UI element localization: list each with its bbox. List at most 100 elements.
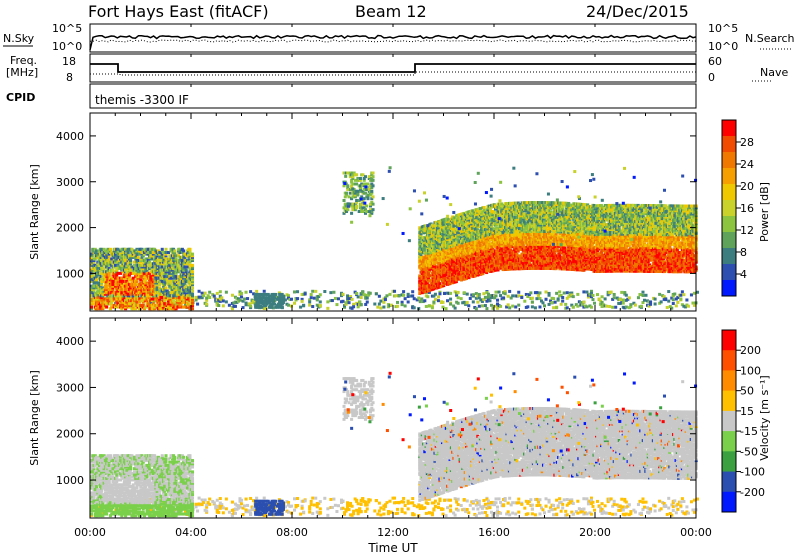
power-cell xyxy=(170,276,174,280)
power-cell xyxy=(151,302,155,306)
power-cell xyxy=(260,297,264,301)
power-cell xyxy=(486,228,490,232)
power-cell xyxy=(221,299,225,303)
power-cell xyxy=(350,211,354,215)
power-cell xyxy=(167,302,171,306)
power-cell xyxy=(641,290,645,294)
power-cell xyxy=(514,262,518,266)
power-cell xyxy=(674,304,678,308)
power-cell xyxy=(191,286,195,290)
power-cell xyxy=(126,292,130,296)
power-cell xyxy=(96,267,100,271)
power-cell xyxy=(249,290,253,294)
power-cell xyxy=(127,270,131,274)
power-cell xyxy=(509,214,513,218)
power-cell xyxy=(230,293,234,297)
power-cell xyxy=(504,240,508,244)
power-cell xyxy=(187,287,191,291)
power-cell xyxy=(197,289,201,293)
power-cell xyxy=(452,304,456,308)
power-cell xyxy=(165,275,169,279)
power-cell xyxy=(146,252,150,256)
power-cell xyxy=(146,302,150,306)
power-cell xyxy=(351,175,355,179)
power-cell xyxy=(206,294,210,298)
power-cell xyxy=(492,227,496,231)
power-cell xyxy=(490,235,494,239)
power-cell xyxy=(289,297,294,301)
power-cell xyxy=(177,263,181,267)
power-cell xyxy=(105,287,109,291)
power-cell xyxy=(538,291,542,295)
power-cell xyxy=(512,220,516,224)
power-cell xyxy=(476,300,480,304)
power-cell xyxy=(500,218,504,222)
power-cell xyxy=(98,271,102,275)
power-cell xyxy=(505,243,509,247)
power-cell xyxy=(614,305,618,309)
power-cell xyxy=(135,279,139,283)
power-cell xyxy=(112,297,116,301)
power-cell xyxy=(478,245,482,249)
power-cell xyxy=(494,294,498,298)
power-cell xyxy=(191,270,195,274)
power-cell xyxy=(507,243,511,247)
power-cell xyxy=(494,207,498,211)
power-cell xyxy=(154,295,158,299)
power-cell xyxy=(343,195,347,199)
power-cell xyxy=(653,297,657,301)
power-cell xyxy=(163,292,167,296)
power-cell xyxy=(111,286,115,290)
power-cell xyxy=(361,210,365,213)
power-cell xyxy=(565,296,569,300)
power-cell xyxy=(508,289,512,293)
power-cell xyxy=(244,303,248,307)
power-cell xyxy=(131,278,135,282)
power-cell xyxy=(101,268,105,272)
power-cell xyxy=(403,297,407,301)
power-cell xyxy=(437,252,441,256)
power-cell xyxy=(382,305,386,309)
power-cell xyxy=(370,186,374,190)
power-cell xyxy=(492,296,497,300)
power-cell xyxy=(505,219,509,223)
power-cell xyxy=(173,251,177,255)
power-cell xyxy=(511,294,515,298)
power-cell xyxy=(224,290,228,294)
power-cell xyxy=(679,293,683,297)
power-cell xyxy=(164,291,168,295)
power-cell xyxy=(497,228,501,232)
power-cell xyxy=(471,238,475,242)
power-cell xyxy=(160,275,164,279)
power-cell xyxy=(502,250,506,254)
power-cell xyxy=(249,304,253,308)
power-cell xyxy=(317,295,321,299)
power-cell xyxy=(506,294,510,298)
power-cell xyxy=(692,291,696,295)
power-cell xyxy=(283,298,287,302)
power-cell xyxy=(389,303,393,307)
power-cell xyxy=(124,307,128,311)
power-cell xyxy=(124,257,128,261)
power-cell xyxy=(266,292,270,296)
power-cell xyxy=(126,252,130,256)
power-cell xyxy=(97,257,101,261)
power-cell xyxy=(122,276,126,280)
power-cell xyxy=(143,273,147,277)
power-cell xyxy=(350,197,354,201)
power-cell xyxy=(156,291,160,295)
power-cell xyxy=(179,262,183,266)
power-cell xyxy=(356,177,360,180)
power-cell xyxy=(155,289,159,293)
power-cell xyxy=(107,275,111,279)
power-cell xyxy=(153,286,157,290)
power-cell xyxy=(474,292,478,296)
power-cell xyxy=(180,260,184,264)
power-cell xyxy=(312,296,316,300)
power-cell xyxy=(100,297,104,301)
power-cell xyxy=(417,296,421,300)
power-cell xyxy=(140,275,144,279)
power-cell xyxy=(95,268,99,272)
power-cell xyxy=(497,215,501,219)
